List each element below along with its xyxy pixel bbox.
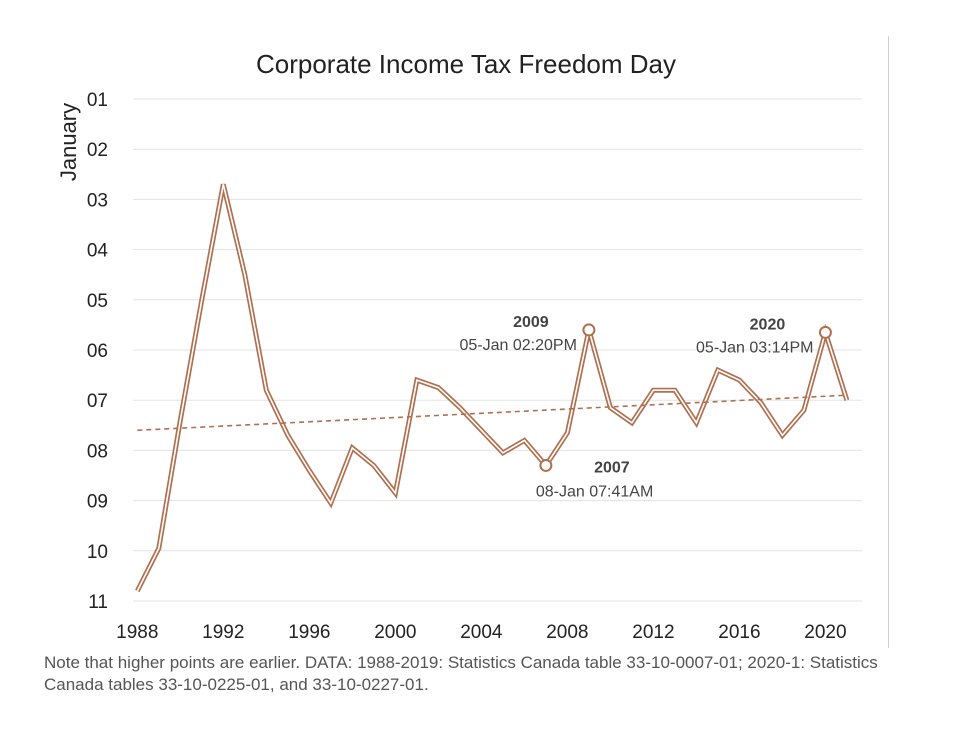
y-tick-label: 08 <box>87 441 108 462</box>
y-tick-label: 11 <box>88 592 108 613</box>
y-tick-label: 02 <box>87 140 108 161</box>
annotation-date: 08-Jan 07:41AM <box>536 483 653 500</box>
annotation-year: 2020 <box>750 316 786 333</box>
series-group <box>135 183 850 593</box>
annotation-date: 05-Jan 03:14PM <box>696 339 813 356</box>
x-tick-label: 2012 <box>632 622 674 643</box>
x-tick-label: 2016 <box>718 622 760 643</box>
x-tick-label: 2000 <box>374 622 416 643</box>
annotation-marker <box>818 325 832 339</box>
x-tick-label: 2004 <box>460 622 503 643</box>
annotations: 2009 05-Jan 02:20PM 2007 08-Jan 07:41AM 2020… <box>459 314 832 500</box>
y-tick-label: 10 <box>87 542 108 563</box>
annotation-marker <box>539 458 553 472</box>
y-tick-label: 06 <box>87 341 108 362</box>
x-tick-label: 1988 <box>116 622 158 643</box>
x-tick-label: 1992 <box>202 622 244 643</box>
x-tick-label: 2008 <box>546 622 588 643</box>
trend-line <box>137 394 847 432</box>
grid-lines <box>133 98 862 602</box>
y-tick-label: 03 <box>87 190 108 211</box>
annotation-date: 05-Jan 02:20PM <box>459 337 576 354</box>
y-tick-label: 05 <box>87 291 108 312</box>
y-tick-label: 01 <box>87 90 108 111</box>
y-tick-label: 09 <box>87 492 108 513</box>
x-tick-label: 1996 <box>288 622 330 643</box>
annotation-year: 2009 <box>513 314 549 331</box>
y-tick-labels: 01 02 03 04 05 06 07 08 09 10 11 <box>87 90 109 613</box>
x-tick-labels: 1988 1992 1996 2000 2004 2008 2012 2016 2020 <box>116 622 846 643</box>
x-tick-label: 2020 <box>804 622 846 643</box>
y-tick-label: 04 <box>87 241 109 262</box>
chart-title: Corporate Income Tax Freedom Day <box>256 49 676 79</box>
y-tick-label: 07 <box>87 391 108 412</box>
y-axis-label: January <box>56 103 81 181</box>
annotation-year: 2007 <box>594 459 630 476</box>
divider-line <box>888 36 889 648</box>
chart: Corporate Income Tax Freedom Day January… <box>56 49 862 643</box>
source-note: Note that higher points are earlier. DAT… <box>44 653 878 694</box>
series-line-inner <box>136 184 848 592</box>
series-line-outer <box>135 183 850 593</box>
annotation-marker <box>582 323 596 337</box>
